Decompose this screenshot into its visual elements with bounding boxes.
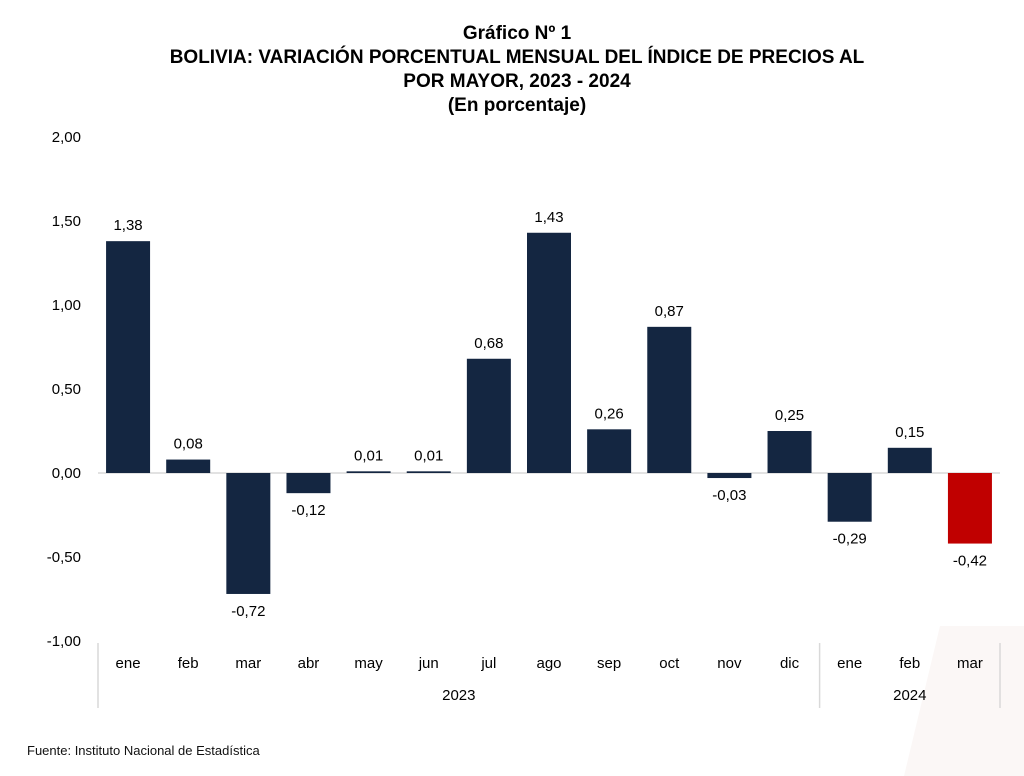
chart-subtitle: (En porcentaje) [447,95,587,116]
x-tick-label: nov [717,655,742,672]
data-label: 0,08 [174,436,203,453]
bar [406,471,451,473]
data-label: 0,68 [474,335,503,352]
x-tick-label: ene [837,655,862,672]
x-tick-label: mar [957,655,983,672]
x-tick-label: may [354,655,383,672]
bar [587,429,632,473]
bar [466,358,511,473]
chart-number: Gráfico Nº 1 [462,23,572,44]
x-tick-label: oct [659,655,680,672]
bar [346,471,391,473]
data-label: 0,26 [595,405,624,422]
x-tick-label: sep [597,655,621,672]
x-tick-label: ene [116,655,141,672]
chart-title-line1: BOLIVIA: VARIACIÓN PORCENTUAL MENSUAL DE… [169,47,865,68]
chart-title-block: Gráfico Nº 1 BOLIVIA: VARIACIÓN PORCENTU… [0,22,1024,118]
x-tick-label: feb [899,655,920,672]
source-note: Fuente: Instituto Nacional de Estadístic… [27,743,260,758]
data-label: 0,87 [655,303,684,320]
data-label: 0,01 [414,447,443,464]
group-label: 2024 [893,687,926,704]
data-label: -0,12 [291,502,325,519]
data-label: -0,42 [953,553,987,570]
data-label: 1,43 [534,209,563,226]
y-tick-label: 2,00 [52,129,81,146]
bar [527,232,571,473]
bar [286,473,331,494]
x-tick-label: ago [536,655,561,672]
bar [226,473,271,594]
bar [827,473,872,522]
x-tick-label: dic [780,655,800,672]
y-tick-label: -0,50 [47,549,81,566]
chart-title-line2: POR MAYOR, 2023 - 2024 [403,71,631,92]
bar [166,459,211,473]
y-tick-label: 0,50 [52,381,81,398]
bar [947,473,992,544]
data-label: 1,38 [113,217,142,234]
y-tick-label: 1,00 [52,297,81,314]
y-tick-label: 1,50 [52,213,81,230]
bar [647,326,692,473]
bar [707,473,752,479]
x-tick-label: jul [480,655,496,672]
bar [767,431,812,473]
data-label: 0,15 [895,424,924,441]
bar [106,241,151,473]
x-tick-label: jun [418,655,439,672]
x-tick-label: feb [178,655,199,672]
data-label: -0,29 [833,531,867,548]
x-tick-label: abr [298,655,320,672]
x-tick-label: mar [235,655,261,672]
data-label: -0,72 [231,603,265,620]
group-label: 2023 [442,687,475,704]
data-label: -0,03 [712,487,746,504]
data-label: 0,01 [354,447,383,464]
data-label: 0,25 [775,407,804,424]
bar [887,447,932,473]
y-tick-label: 0,00 [52,465,81,482]
y-tick-label: -1,00 [47,633,81,650]
